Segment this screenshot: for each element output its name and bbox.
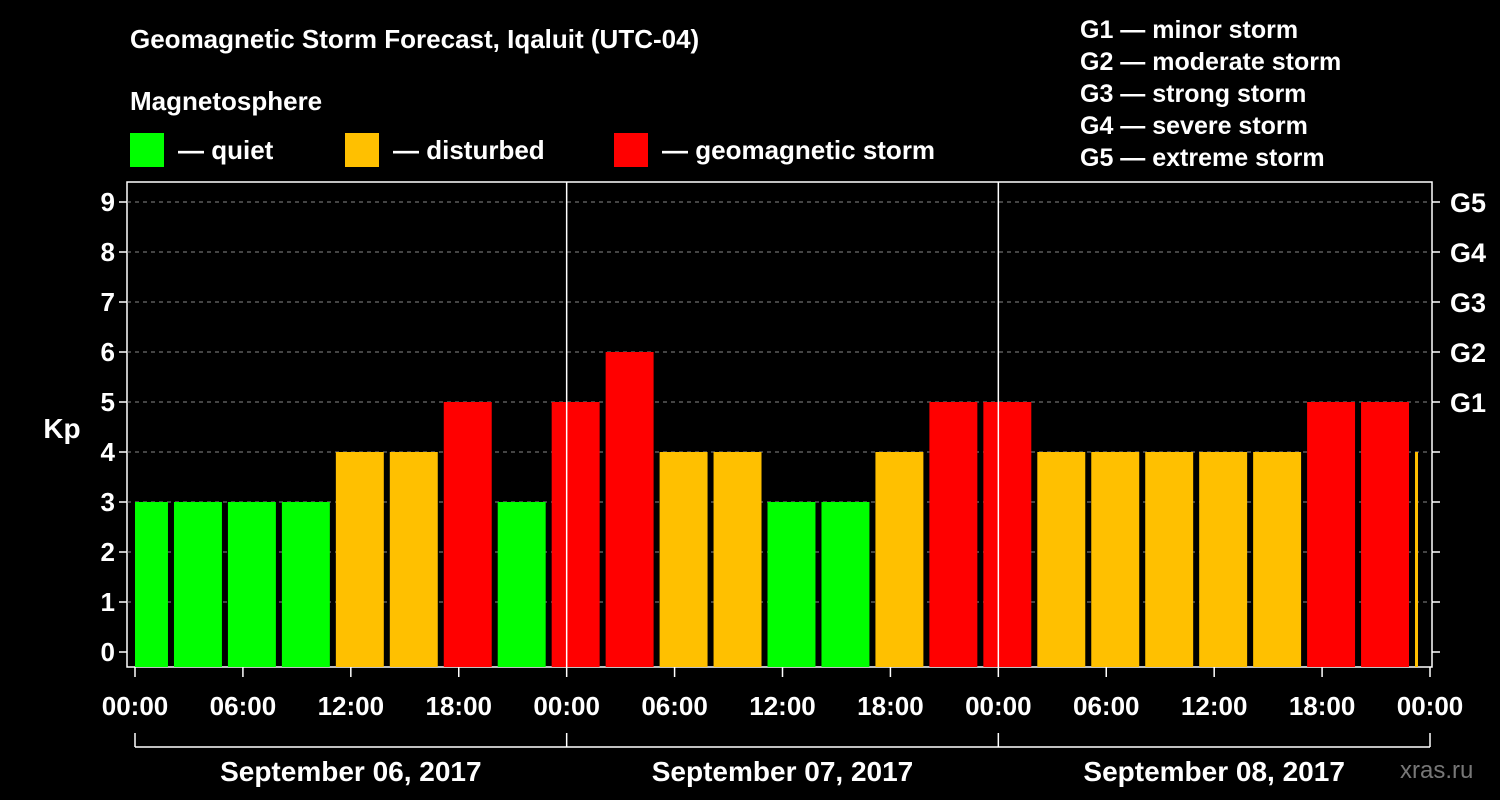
- chart-title: Geomagnetic Storm Forecast, Iqaluit (UTC…: [130, 24, 700, 54]
- y-tick-label: 8: [101, 237, 115, 267]
- bar: [389, 452, 438, 667]
- x-tick-label: 06:00: [210, 691, 277, 721]
- bar: [929, 402, 978, 667]
- bar: [443, 402, 492, 667]
- y-tick-label: 6: [101, 337, 115, 367]
- y-tick-label: 3: [101, 487, 115, 517]
- watermark: xras.ru: [1400, 757, 1474, 784]
- bar: [713, 452, 762, 667]
- y-tick-label: 0: [101, 637, 115, 667]
- legend-disturbed-swatch: [345, 133, 379, 167]
- chart-subtitle: Magnetosphere: [130, 86, 323, 116]
- x-tick-label: 12:00: [749, 691, 816, 721]
- x-tick-label: 00:00: [533, 691, 600, 721]
- bar: [875, 452, 924, 667]
- storm-scale-g1: G1 — minor storm: [1080, 16, 1299, 44]
- legend-quiet-swatch: [130, 133, 164, 167]
- storm-scale-g3: G3 — strong storm: [1080, 80, 1307, 108]
- bar: [335, 452, 384, 667]
- legend-disturbed-label: — disturbed: [393, 134, 545, 165]
- g-level-label: G1: [1450, 388, 1486, 418]
- bar: [605, 352, 654, 667]
- storm-scale-g4: G4 — severe storm: [1080, 112, 1308, 140]
- bar: [1145, 452, 1194, 667]
- legend-quiet: — quiet: [130, 132, 273, 168]
- x-tick-label: 12:00: [318, 691, 385, 721]
- bar: [1199, 452, 1248, 667]
- y-axis-label: Kp: [43, 413, 80, 444]
- x-tick-label: 18:00: [1289, 691, 1356, 721]
- y-tick-label: 1: [101, 587, 115, 617]
- storm-scale-g2: G2 — moderate storm: [1080, 48, 1342, 76]
- y-tick-label: 9: [101, 187, 115, 217]
- bar: [1253, 452, 1302, 667]
- bar: [227, 502, 276, 667]
- y-tick-label: 5: [101, 387, 115, 417]
- bar: [1361, 402, 1410, 667]
- legend-storm: — geomagnetic storm: [614, 132, 935, 168]
- storm-scale-legend: G1 — minor storm G2 — moderate storm G3 …: [1080, 14, 1341, 174]
- bar: [135, 502, 168, 667]
- storm-scale-g5: G5 — extreme storm: [1080, 144, 1325, 172]
- y-tick-label: 4: [101, 437, 116, 467]
- bar: [1037, 452, 1086, 667]
- x-tick-label: 18:00: [426, 691, 493, 721]
- legend-disturbed: — disturbed: [345, 132, 545, 168]
- day-label: September 07, 2017: [652, 756, 914, 787]
- bar: [821, 502, 870, 667]
- g-level-label: G5: [1450, 188, 1486, 218]
- x-tick-label: 12:00: [1181, 691, 1248, 721]
- y-tick-label: 2: [101, 537, 115, 567]
- bar: [1091, 452, 1140, 667]
- day-label: September 06, 2017: [220, 756, 482, 787]
- bar: [281, 502, 330, 667]
- g-level-label: G3: [1450, 288, 1486, 318]
- bar: [983, 402, 1032, 667]
- g-level-label: G4: [1450, 238, 1486, 268]
- bar: [497, 502, 546, 667]
- bar: [767, 502, 816, 667]
- bar: [551, 402, 600, 667]
- x-tick-label: 00:00: [965, 691, 1032, 721]
- bar: [173, 502, 222, 667]
- legend-storm-swatch: [614, 133, 648, 167]
- x-tick-label: 18:00: [857, 691, 924, 721]
- bar: [659, 452, 708, 667]
- legend-storm-label: — geomagnetic storm: [662, 134, 936, 165]
- day-label: September 08, 2017: [1083, 756, 1345, 787]
- x-tick-label: 00:00: [1397, 691, 1464, 721]
- y-tick-label: 7: [101, 287, 115, 317]
- x-tick-label: 06:00: [1073, 691, 1140, 721]
- x-tick-label: 06:00: [641, 691, 708, 721]
- g-level-label: G2: [1450, 338, 1486, 368]
- bar: [1307, 402, 1356, 667]
- x-tick-label: 00:00: [102, 691, 169, 721]
- legend-quiet-label: — quiet: [178, 134, 274, 165]
- bar: [1415, 452, 1418, 667]
